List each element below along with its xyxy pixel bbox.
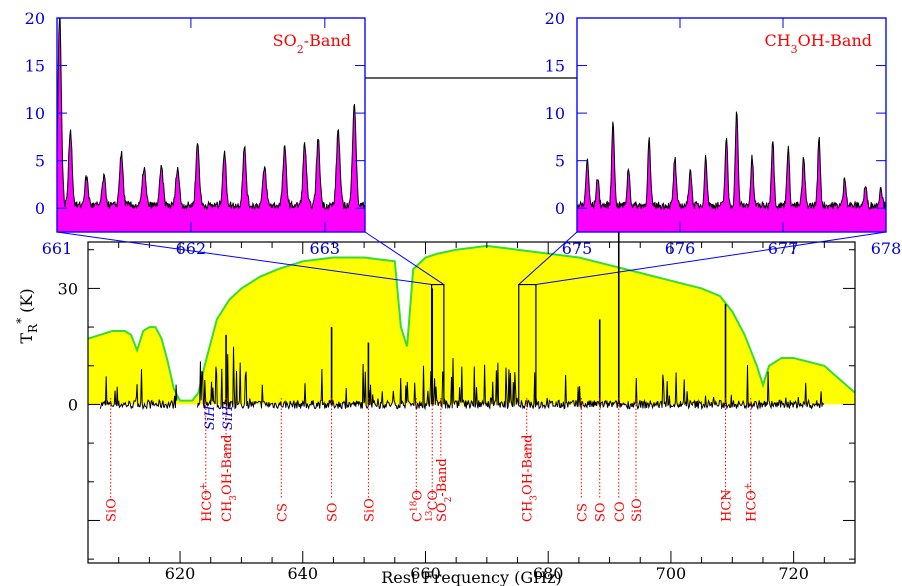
inset-spectrum-fill: [57, 18, 365, 232]
line-id-label: CS: [275, 503, 290, 522]
line-id-label: SiO: [630, 498, 645, 522]
y-tick-label: 0: [68, 395, 78, 414]
inset-panel: [576, 17, 887, 233]
inset-x-tick-label: 663: [310, 239, 341, 258]
inset-panel: [56, 17, 366, 233]
line-id-label: C18O: [409, 490, 425, 522]
zoom-connector: [364, 231, 445, 285]
x-tick-label: 640: [287, 564, 318, 583]
line-id-label: SiO: [105, 498, 120, 522]
inset-y-tick-label: 0: [35, 199, 45, 218]
zoom-bracket: [518, 283, 537, 405]
inset-title: SO2-Band: [273, 31, 351, 56]
line-id-label: CO: [613, 501, 628, 522]
line-id-label: HCO+: [199, 483, 215, 523]
zoom-connector: [56, 231, 432, 286]
inset-y-tick-label: 15: [545, 57, 565, 76]
inset-x-tick-label: 675: [562, 239, 593, 258]
inset-y-tick-label: 20: [25, 9, 45, 28]
inset-spectrum-line: [56, 17, 366, 211]
x-tick-label: 700: [656, 564, 687, 583]
inset-spectrum-fill: [577, 111, 886, 232]
inset-x-tick-label: 661: [42, 239, 73, 258]
zoom-connector: [518, 231, 578, 285]
sih-label: SiH: [221, 405, 236, 430]
inset-y-tick-label: 0: [555, 199, 565, 218]
inset-spectrum-line: [576, 111, 887, 211]
sih-label: SiH: [203, 405, 218, 430]
inset-y-tick-label: 10: [25, 104, 45, 123]
line-id-label: SO2-Band: [435, 458, 454, 522]
x-tick-label: 620: [165, 564, 196, 583]
line-id-label: SiO: [362, 498, 377, 522]
atmospheric-transmission-fill: [88, 245, 855, 405]
line-id-label: HCO+: [744, 483, 760, 523]
inset-y-tick-label: 5: [555, 152, 565, 171]
line-id-label: HCN: [720, 489, 735, 522]
inset-x-tick-label: 662: [176, 239, 207, 258]
inset-y-tick-label: 10: [545, 104, 565, 123]
inset-x-tick-label: 678: [871, 239, 902, 258]
inset-x-tick-label: 677: [768, 239, 799, 258]
x-tick-label: 680: [533, 564, 564, 583]
atmospheric-transmission-curve: [87, 244, 856, 402]
y-tick-label: 30: [58, 279, 78, 298]
inset-frame: [56, 17, 366, 233]
y-axis-label: TR* (K): [14, 288, 40, 343]
inset-x-tick-label: 676: [665, 239, 696, 258]
inset-frame: [576, 17, 887, 233]
x-tick-label: 720: [778, 564, 809, 583]
line-id-label: SO: [594, 502, 609, 522]
inset-y-tick-label: 5: [35, 152, 45, 171]
inset-title: CH3OH-Band: [764, 31, 872, 56]
line-id-label: CH3OH-Band: [521, 435, 540, 522]
zoom-bracket: [431, 283, 445, 405]
spectrum-trace: [99, 346, 825, 411]
zoom-connector: [535, 231, 887, 286]
line-id-label: SO: [326, 502, 341, 522]
x-axis-label: Rest Frequency (GHz): [381, 568, 562, 586]
x-tick-label: 660: [410, 564, 441, 583]
inset-y-tick-label: 15: [25, 57, 45, 76]
line-id-label: CS: [575, 503, 590, 522]
main-plot-frame: [87, 241, 856, 564]
line-id-label: 13CO: [425, 490, 441, 522]
line-id-label: CH3OH-Band: [220, 435, 239, 522]
inset-y-tick-label: 20: [545, 9, 565, 28]
